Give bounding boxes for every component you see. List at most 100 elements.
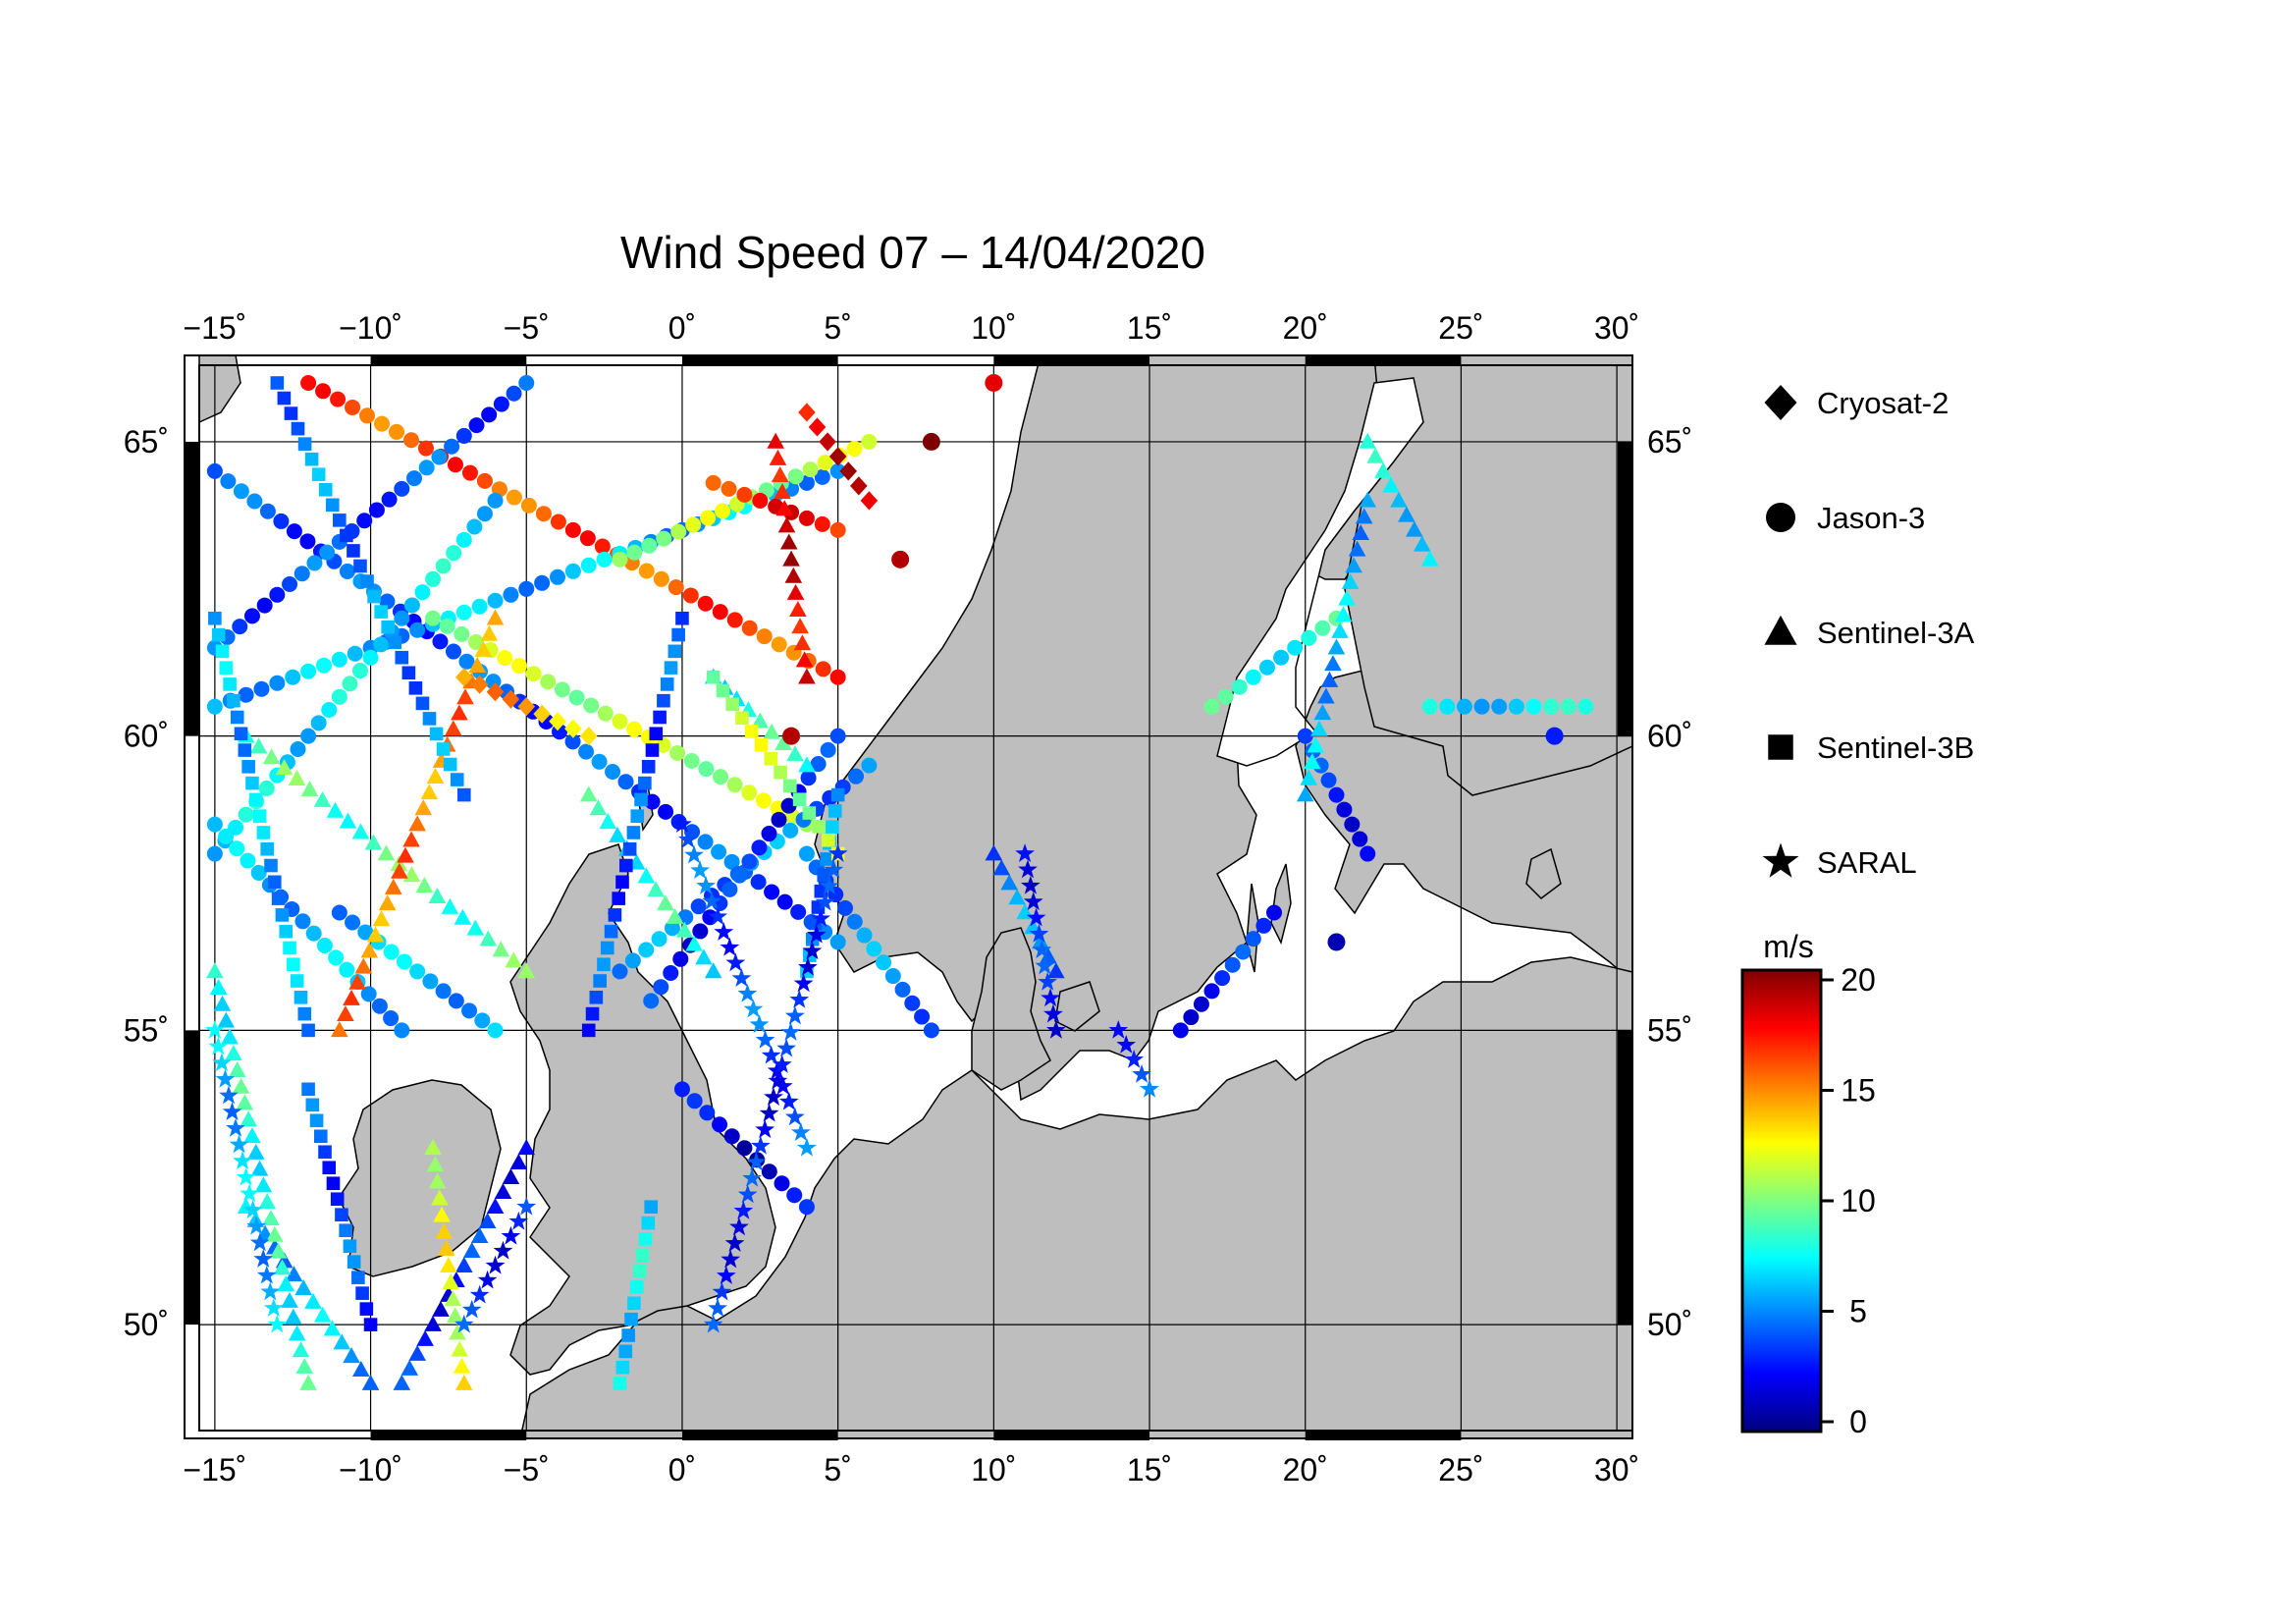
track-sentinel-3b [581, 611, 689, 1038]
track-point [233, 483, 249, 500]
track-point [626, 826, 641, 839]
track-point [626, 721, 643, 737]
lon-tick-label-bottom: −10˚ [339, 1452, 402, 1488]
lon-tick-label-bottom: 30˚ [1594, 1452, 1639, 1488]
track-point [638, 563, 655, 579]
track-point [294, 566, 310, 582]
track-point [637, 867, 656, 884]
track-point [301, 1023, 315, 1038]
track-point [486, 682, 505, 702]
map-frame-bars [185, 355, 1632, 1440]
track-point [451, 704, 468, 721]
colorbar-tick-label: 5 [1849, 1294, 1867, 1329]
track-point [589, 799, 608, 816]
track-point [218, 828, 235, 844]
track-point [712, 604, 728, 621]
track-point [764, 1087, 783, 1107]
track-point [737, 1184, 758, 1204]
track-point [436, 742, 451, 756]
track-point [249, 737, 268, 754]
track-point [383, 944, 400, 960]
track-point [391, 862, 408, 879]
track-point [1301, 629, 1317, 646]
track-point [373, 636, 390, 653]
track-point [914, 1008, 931, 1025]
frame-bar-bottom [993, 1431, 1150, 1440]
track-point [284, 406, 298, 420]
track-point [613, 1377, 627, 1390]
track-point [1132, 1063, 1151, 1083]
track-point [273, 513, 290, 529]
track-point [323, 1320, 342, 1336]
diamond-icon [1764, 385, 1797, 420]
track-point [359, 407, 376, 424]
track-point [215, 644, 230, 659]
track-point [331, 904, 347, 921]
track-point [778, 1091, 799, 1110]
track-point [798, 668, 816, 684]
colorbar-tick-label: 10 [1841, 1183, 1876, 1218]
track-point [506, 385, 522, 402]
track-point [731, 867, 748, 884]
track-point [798, 1199, 815, 1216]
track-point [487, 592, 504, 609]
track-point [1045, 1019, 1066, 1039]
track-point [581, 1023, 596, 1038]
track-point [682, 587, 699, 604]
track-point [238, 743, 252, 757]
track-point [282, 575, 298, 592]
colorbar-tick-label: 15 [1841, 1073, 1876, 1109]
track-point [787, 468, 804, 485]
track-point [667, 644, 682, 659]
track-point [1317, 687, 1335, 704]
legend-item: Jason-3 [1766, 501, 1925, 535]
track-point [564, 733, 581, 750]
lon-tick-label-bottom: 5˚ [824, 1452, 851, 1488]
track-point [510, 658, 527, 675]
track-point [741, 784, 758, 801]
track-point [822, 833, 835, 847]
track-point [347, 645, 363, 662]
track-point [321, 702, 338, 719]
land-jutland [971, 927, 1051, 1091]
track-point [673, 1081, 690, 1098]
lon-tick-label-top: −5˚ [504, 310, 550, 346]
track-point [755, 1029, 775, 1049]
track-point [696, 875, 717, 894]
track-point [347, 1255, 361, 1269]
track-point [779, 533, 798, 550]
track-point [1032, 940, 1052, 959]
track-point [359, 1302, 374, 1316]
lon-tick-label-top: −15˚ [183, 310, 246, 346]
track-point [339, 1223, 352, 1237]
track-point [764, 751, 778, 766]
track-point [923, 1022, 939, 1039]
track-point [1324, 655, 1342, 672]
track-point [1307, 736, 1325, 753]
track-point [256, 826, 271, 839]
track-point [466, 919, 485, 936]
track-point [304, 452, 319, 466]
track-point [297, 437, 312, 451]
track-point [487, 1022, 504, 1039]
track-point [1406, 520, 1423, 537]
track-point [798, 956, 818, 976]
track-point [356, 513, 373, 529]
track-point [509, 1154, 528, 1170]
track-point [493, 396, 509, 412]
track-jason-3 [1297, 728, 1376, 862]
colorbar-unit: m/s [1763, 929, 1814, 964]
track-point [416, 1329, 434, 1346]
land-continent [519, 956, 1633, 1439]
track-point [206, 816, 223, 833]
track-point [454, 1314, 474, 1333]
track-point [1303, 753, 1321, 770]
lon-tick-label-top: 0˚ [668, 310, 696, 346]
track-point [273, 1259, 292, 1275]
track-point [409, 622, 426, 638]
track-point [786, 1187, 803, 1204]
track-point [856, 927, 873, 944]
lon-tick-label-top: 25˚ [1438, 310, 1483, 346]
track-point [212, 1053, 232, 1072]
track-point [630, 809, 645, 823]
